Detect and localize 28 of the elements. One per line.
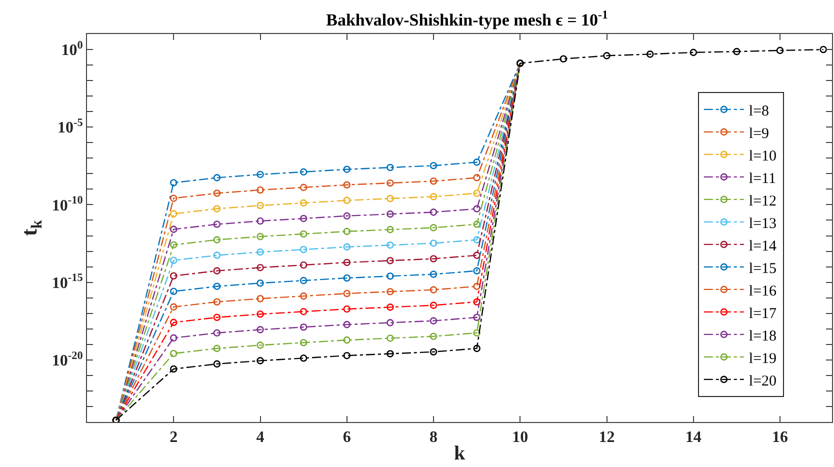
legend-label: l=8 [748, 103, 770, 120]
legend-label: l=20 [748, 373, 777, 390]
legend-label: l=14 [748, 238, 778, 254]
legend-label: l=19 [748, 350, 777, 367]
x-tick-label: 8 [430, 429, 438, 446]
y-tick-label: 10$^{-20}$ [52, 350, 84, 370]
chart-title: Bakhvalov-Shishkin-type mesh ϵ = 10$^{-1}$ [326, 7, 608, 30]
x-tick-label: 14 [685, 429, 702, 446]
y-tick-label: 10$^{-15}$ [52, 272, 84, 292]
x-tick-label: 6 [342, 429, 351, 446]
legend-label: l=10 [748, 148, 777, 164]
legend-label: l=12 [748, 193, 777, 210]
legend-label: l=18 [748, 328, 777, 344]
x-tick-label: 16 [772, 429, 788, 446]
x-axis-title: k [454, 442, 466, 465]
x-tick-label: 2 [170, 429, 178, 446]
x-tick-label: 4 [256, 429, 264, 446]
y-tick-label: 10$^{-10}$ [52, 194, 84, 214]
legend-label: l=13 [748, 216, 777, 232]
x-tick-label: 10 [512, 429, 528, 446]
y-tick-label: 10$^{-5}$ [57, 117, 84, 137]
legend-label: l=16 [748, 283, 778, 300]
legend-label: l=11 [748, 170, 776, 187]
y-tick-label: 10$^{0}$ [61, 39, 84, 60]
legend-label: l=15 [748, 260, 777, 277]
legend-label: l=9 [748, 126, 770, 142]
x-tick-label: 12 [598, 429, 615, 446]
legend-label: l=17 [748, 306, 778, 322]
